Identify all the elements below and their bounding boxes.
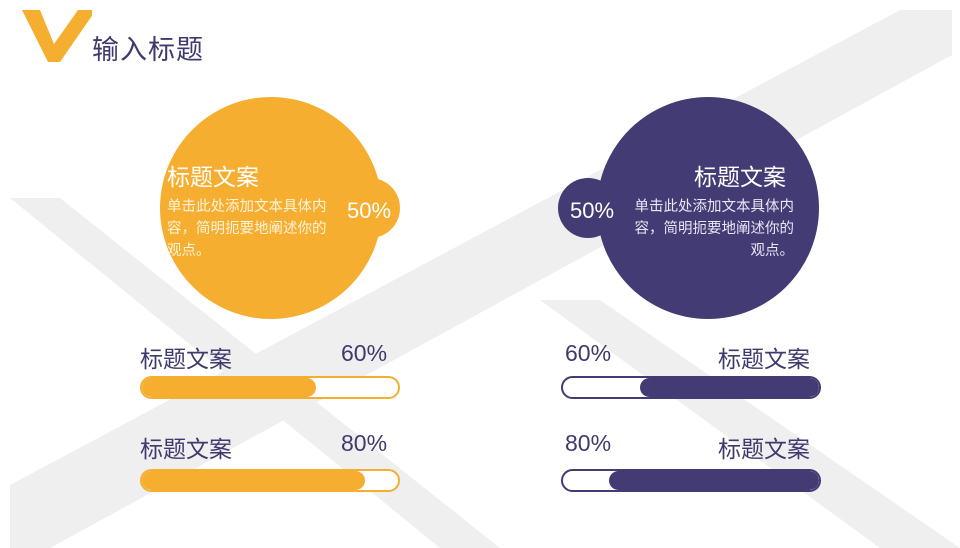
right-card-body: 单击此处添加文本具体内容，简明扼要地阐述你的观点。 bbox=[634, 199, 795, 259]
left-bar-1 bbox=[140, 376, 400, 399]
page-title: 输入标题 bbox=[92, 35, 204, 65]
right-bar-1-label: 标题文案 bbox=[718, 346, 810, 372]
right-badge-circle bbox=[558, 178, 618, 238]
left-bar-2-percent: 80% bbox=[341, 430, 388, 456]
left-card-title: 标题文案 bbox=[167, 164, 259, 190]
left-bar-2-fill bbox=[142, 471, 365, 490]
right-bar-1-percent: 60% bbox=[565, 340, 612, 366]
left-bar-2 bbox=[140, 469, 400, 492]
right-card-circle bbox=[597, 97, 819, 319]
left-bar-1-percent: 60% bbox=[341, 340, 388, 366]
logo-chevron-icon bbox=[22, 10, 92, 62]
right-bar-2-fill bbox=[609, 471, 819, 490]
left-card-body: 单击此处添加文本具体内容，简明扼要地阐述你的观点。 bbox=[167, 199, 327, 259]
right-bar-1 bbox=[561, 376, 821, 399]
left-bar-1-label: 标题文案 bbox=[140, 346, 232, 372]
right-card-title: 标题文案 bbox=[694, 164, 786, 190]
right-bar-2-label: 标题文案 bbox=[718, 436, 810, 462]
right-bar-2-percent: 80% bbox=[565, 430, 612, 456]
left-bar-2-label: 标题文案 bbox=[140, 436, 232, 462]
right-badge-percent: 50% bbox=[570, 198, 615, 223]
right-bar-2 bbox=[561, 469, 821, 492]
left-badge-percent: 50% bbox=[347, 198, 392, 223]
left-bar-1-fill bbox=[142, 378, 317, 397]
left-badge-circle bbox=[340, 178, 400, 238]
right-bar-1-fill bbox=[639, 378, 819, 397]
